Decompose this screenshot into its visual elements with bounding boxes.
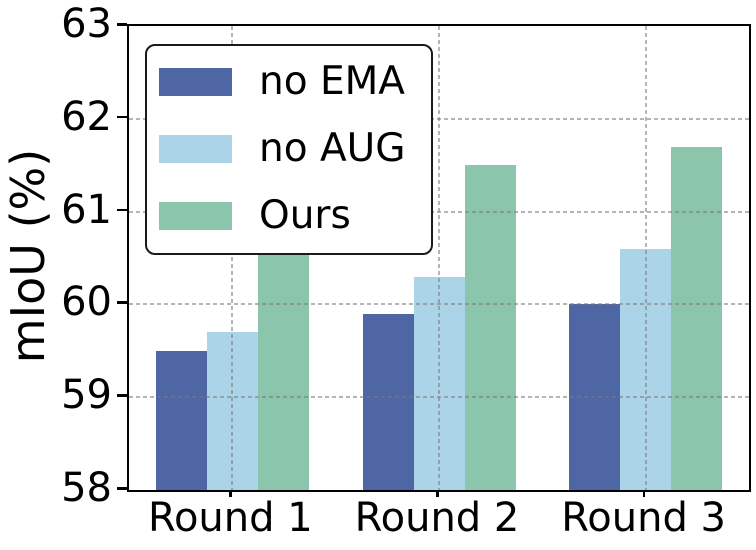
y-tick-label: 62 [61, 93, 112, 140]
legend-item-label: Ours [259, 192, 351, 238]
legend-swatch [159, 202, 232, 231]
legend-item-label: no AUG [259, 125, 406, 171]
y-tick-mark [117, 487, 127, 490]
y-axis-label: mIoU (%) [1, 148, 55, 364]
y-tick-mark [117, 115, 127, 119]
bar-ours-3 [671, 146, 723, 490]
v-gridline [438, 26, 440, 490]
y-tick-mark [117, 301, 127, 304]
x-tick-mark [229, 488, 232, 497]
v-gridline [644, 26, 647, 490]
x-tick-mark [436, 488, 439, 497]
x-tick-label: Round 3 [561, 495, 727, 541]
y-tick-mark [117, 23, 127, 26]
y-tick-mark [117, 208, 127, 212]
y-tick-label: 58 [61, 465, 112, 511]
bar-ours-2 [464, 165, 516, 490]
y-tick-label: 61 [61, 186, 112, 233]
bar-ours-1 [257, 230, 309, 490]
legend: no EMA no AUG Ours [145, 44, 434, 255]
plot-area: no EMA no AUG Ours [127, 24, 751, 492]
x-tick-label: Round 1 [147, 495, 313, 541]
v-gridline [231, 26, 234, 490]
x-tick-label: Round 2 [354, 495, 520, 541]
plot-inner [129, 26, 749, 490]
bar-no-ema-1 [155, 350, 207, 490]
y-tick-mark [117, 394, 127, 397]
legend-item-no-aug: no AUG [159, 125, 406, 171]
legend-swatch [159, 68, 232, 97]
y-tick-label: 59 [61, 372, 112, 419]
legend-item-ours: Ours [159, 192, 405, 238]
legend-item-no-ema: no EMA [159, 59, 405, 104]
bar-no-ema-2 [362, 313, 414, 490]
x-tick-mark [642, 488, 646, 497]
y-tick-label: 63 [61, 1, 112, 47]
legend-swatch [159, 135, 232, 164]
legend-item-label: no EMA [259, 59, 405, 104]
y-tick-label: 60 [61, 279, 112, 326]
